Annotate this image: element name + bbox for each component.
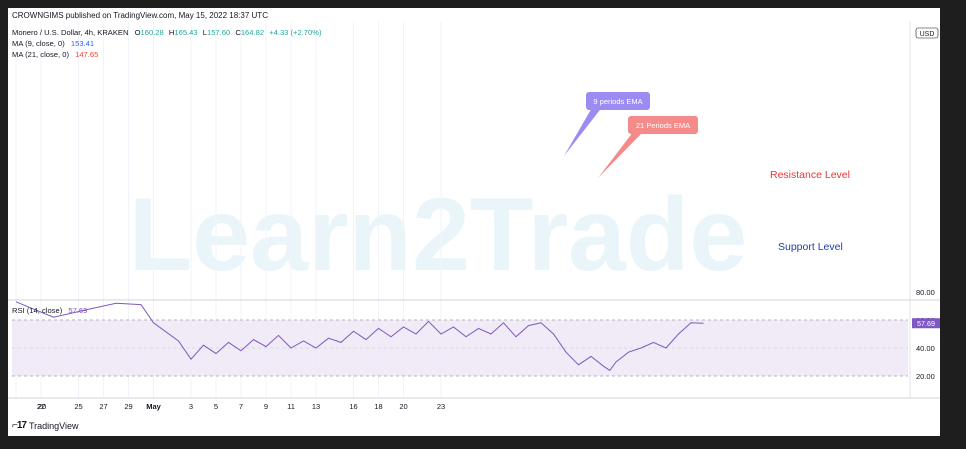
ema21-callout-box <box>628 116 698 134</box>
currency-badge[interactable]: USD <box>920 31 935 38</box>
rsi-legend-label: RSI (14, close) <box>12 306 63 315</box>
time-tick-label: May <box>146 402 161 411</box>
tradingview-logo-icon: ⌐17 <box>12 420 27 431</box>
ma21-legend-value: 147.65 <box>75 50 98 59</box>
symbol-title[interactable]: Monero / U.S. Dollar, 4h, KRAKEN <box>12 28 128 37</box>
time-tick-label: 18 <box>374 402 382 411</box>
time-tick-label: 9 <box>264 402 268 411</box>
time-tick-label: 27 <box>99 402 107 411</box>
time-tick-label: 22 <box>37 402 45 411</box>
time-tick-label: 13 <box>312 402 320 411</box>
resistance-level-label: Resistance Level <box>770 169 850 181</box>
ema9-callout-pointer <box>564 106 603 156</box>
rsi-tick-label: 20.00 <box>916 372 935 381</box>
svg-text:Monero / U.S. Dollar, 4h, KRAK: Monero / U.S. Dollar, 4h, KRAKEN O160.28… <box>12 28 322 37</box>
rsi-line <box>15 301 704 372</box>
time-tick-label: 16 <box>349 402 357 411</box>
svg-text:RSI (14, close) 57.69: RSI (14, close) 57.69 <box>12 306 87 315</box>
ema9-callout: 9 periods EMA <box>564 92 650 156</box>
tradingview-logo[interactable]: ⌐17 TradingView <box>12 420 79 431</box>
time-tick-label: 20 <box>399 402 407 411</box>
svg-text:MA (9, close, 0) 153.4: MA (9, close, 0) 153.41 <box>12 39 94 48</box>
ema21-callout-text: 21 Periods EMA <box>636 121 690 130</box>
rsi-tick-label: 40.00 <box>916 344 935 353</box>
time-tick-label: 3 <box>189 402 193 411</box>
watermark-text: Learn2Trade <box>129 177 748 293</box>
ma9-legend-value: 153.41 <box>71 39 94 48</box>
publisher-line: CROWNGIMS published on TradingView.com, … <box>12 11 268 20</box>
time-tick-label: 5 <box>214 402 218 411</box>
tradingview-brand: TradingView <box>28 420 79 431</box>
price-chart[interactable]: Learn2Trade Resistance Level Support Lev… <box>8 8 940 436</box>
ema9-callout-text: 9 periods EMA <box>593 97 642 106</box>
time-tick-label: 29 <box>124 402 132 411</box>
time-tick-label: 25 <box>74 402 82 411</box>
time-tick-label: 11 <box>287 402 295 411</box>
time-tick-label: 7 <box>239 402 243 411</box>
ema21-callout-pointer <box>598 132 643 178</box>
time-tick-label: 23 <box>437 402 445 411</box>
ema21-callout: 21 Periods EMA <box>598 116 698 178</box>
chart-frame: Learn2Trade Resistance Level Support Lev… <box>8 8 940 436</box>
price-tags: 250.51218.23185.07164.8201:22:10153.4114… <box>912 318 940 329</box>
currency-badge-bg <box>915 27 939 39</box>
rsi-tick-label: 80.00 <box>916 288 935 297</box>
rsi-tag-label: 57.69 <box>917 319 935 328</box>
support-level-label: Support Level <box>778 241 843 253</box>
symbol-legend: Monero / U.S. Dollar, 4h, KRAKEN O160.28… <box>12 28 322 315</box>
rsi-legend-value: 57.69 <box>68 306 87 315</box>
ma9-legend-label: MA (9, close, 0) <box>12 39 65 48</box>
price-tag-rsi <box>912 318 940 329</box>
ema9-callout-box <box>586 92 650 110</box>
svg-text:MA (21, close, 0) 147.: MA (21, close, 0) 147.65 <box>12 50 98 59</box>
time-tick-label: 20 <box>38 402 46 411</box>
time-axis: 2022 25 27 29 May 3 5 7 9 11 13 16 18 20 23 <box>37 402 445 411</box>
ma21-legend-label: MA (21, close, 0) <box>12 50 69 59</box>
